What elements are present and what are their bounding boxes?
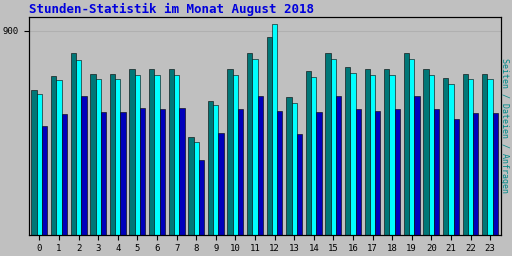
Bar [311, 77, 316, 234]
Bar [140, 108, 145, 234]
Bar [71, 53, 76, 234]
Bar [473, 113, 478, 234]
Bar [188, 137, 194, 234]
Bar [316, 112, 322, 234]
Bar [291, 103, 297, 234]
Bar [174, 75, 179, 234]
Bar [493, 113, 498, 234]
Bar [482, 74, 487, 234]
Bar [336, 96, 342, 234]
Bar [168, 69, 174, 234]
Bar [115, 79, 120, 234]
Bar [233, 75, 238, 234]
Bar [356, 109, 361, 234]
Bar [252, 59, 258, 234]
Bar [101, 112, 106, 234]
Bar [56, 80, 61, 234]
Bar [258, 96, 263, 234]
Bar [51, 76, 56, 234]
Bar [267, 37, 272, 234]
Bar [395, 109, 400, 234]
Bar [443, 78, 449, 234]
Bar [149, 69, 154, 234]
Bar [61, 114, 67, 234]
Bar [194, 142, 199, 234]
Bar [434, 109, 439, 234]
Bar [31, 90, 37, 234]
Bar [350, 72, 356, 234]
Bar [238, 109, 243, 234]
Bar [247, 53, 252, 234]
Bar [130, 69, 135, 234]
Bar [135, 75, 140, 234]
Bar [423, 69, 429, 234]
Bar [404, 53, 409, 234]
Bar [90, 74, 96, 234]
Bar [449, 84, 454, 234]
Bar [37, 94, 42, 234]
Bar [227, 69, 233, 234]
Bar [326, 53, 331, 234]
Bar [345, 67, 350, 234]
Bar [409, 59, 414, 234]
Bar [454, 119, 459, 234]
Bar [414, 96, 420, 234]
Y-axis label: Seiten / Dateien / Anfragen: Seiten / Dateien / Anfragen [500, 58, 509, 193]
Bar [120, 112, 126, 234]
Bar [96, 79, 101, 234]
Bar [81, 96, 87, 234]
Bar [429, 75, 434, 234]
Bar [154, 75, 160, 234]
Bar [365, 69, 370, 234]
Bar [208, 101, 213, 234]
Bar [76, 60, 81, 234]
Bar [306, 71, 311, 234]
Bar [297, 134, 302, 234]
Bar [462, 74, 468, 234]
Bar [375, 111, 380, 234]
Bar [219, 133, 224, 234]
Bar [331, 59, 336, 234]
Bar [110, 74, 115, 234]
Bar [468, 79, 473, 234]
Bar [390, 75, 395, 234]
Bar [213, 105, 219, 234]
Bar [487, 79, 493, 234]
Text: Stunden-Statistik im Monat August 2018: Stunden-Statistik im Monat August 2018 [29, 3, 314, 16]
Bar [199, 160, 204, 234]
Bar [370, 75, 375, 234]
Bar [277, 111, 283, 234]
Bar [384, 69, 390, 234]
Bar [160, 109, 165, 234]
Bar [42, 126, 47, 234]
Bar [286, 98, 291, 234]
Bar [272, 24, 277, 234]
Bar [179, 108, 184, 234]
